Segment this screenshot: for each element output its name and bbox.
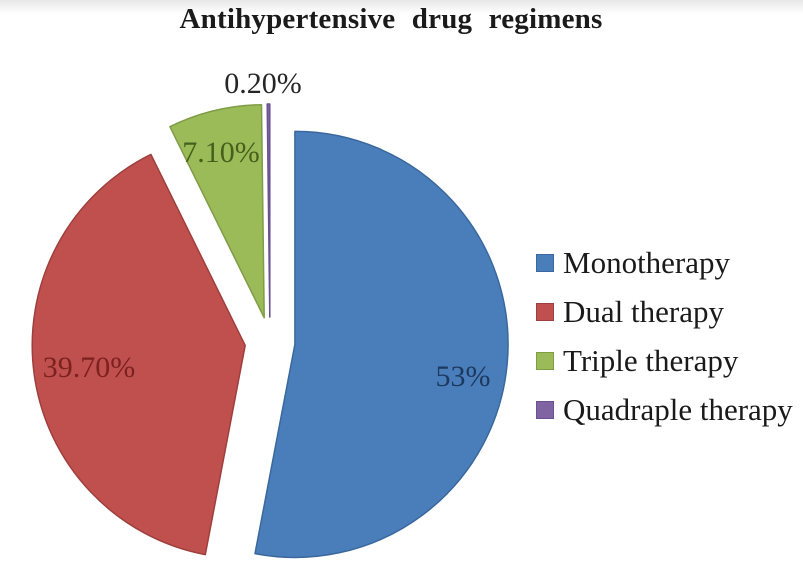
pie-slice-monotherapy [254,130,509,559]
legend-item-dual-therapy: Dual therapy [536,295,793,328]
legend-color-swatch-triple-therapy [536,351,554,370]
slice-label-dual-therapy: 39.70% [42,351,136,384]
legend-item-quadraple-therapy: Quadraple therapy [536,393,793,426]
pie-slice-quadraple-therapy [266,103,271,318]
chart-legend: Monotherapy Dual therapy Triple therapy … [536,246,793,442]
legend-color-swatch-monotherapy [536,253,554,272]
legend-label: Quadraple therapy [563,392,793,427]
legend-label: Dual therapy [563,294,724,329]
slice-label-monotherapy: 53% [435,360,491,393]
pie-slice-dual-therapy [31,153,246,556]
slice-label-quadraple-therapy: 0.20% [224,67,302,100]
legend-color-swatch-dual-therapy [536,302,554,321]
legend-color-swatch-quadraple-therapy [536,400,554,419]
legend-label: Monotherapy [563,245,731,280]
legend-label: Triple therapy [563,343,739,378]
pie-slice-triple-therapy [169,103,265,319]
chart-title: Antihypertensive drug regimens [179,3,603,35]
legend-item-triple-therapy: Triple therapy [536,344,793,377]
slice-label-triple-therapy: 7.10% [182,136,260,169]
legend-item-monotherapy: Monotherapy [536,246,793,279]
page-top-border [0,0,803,14]
